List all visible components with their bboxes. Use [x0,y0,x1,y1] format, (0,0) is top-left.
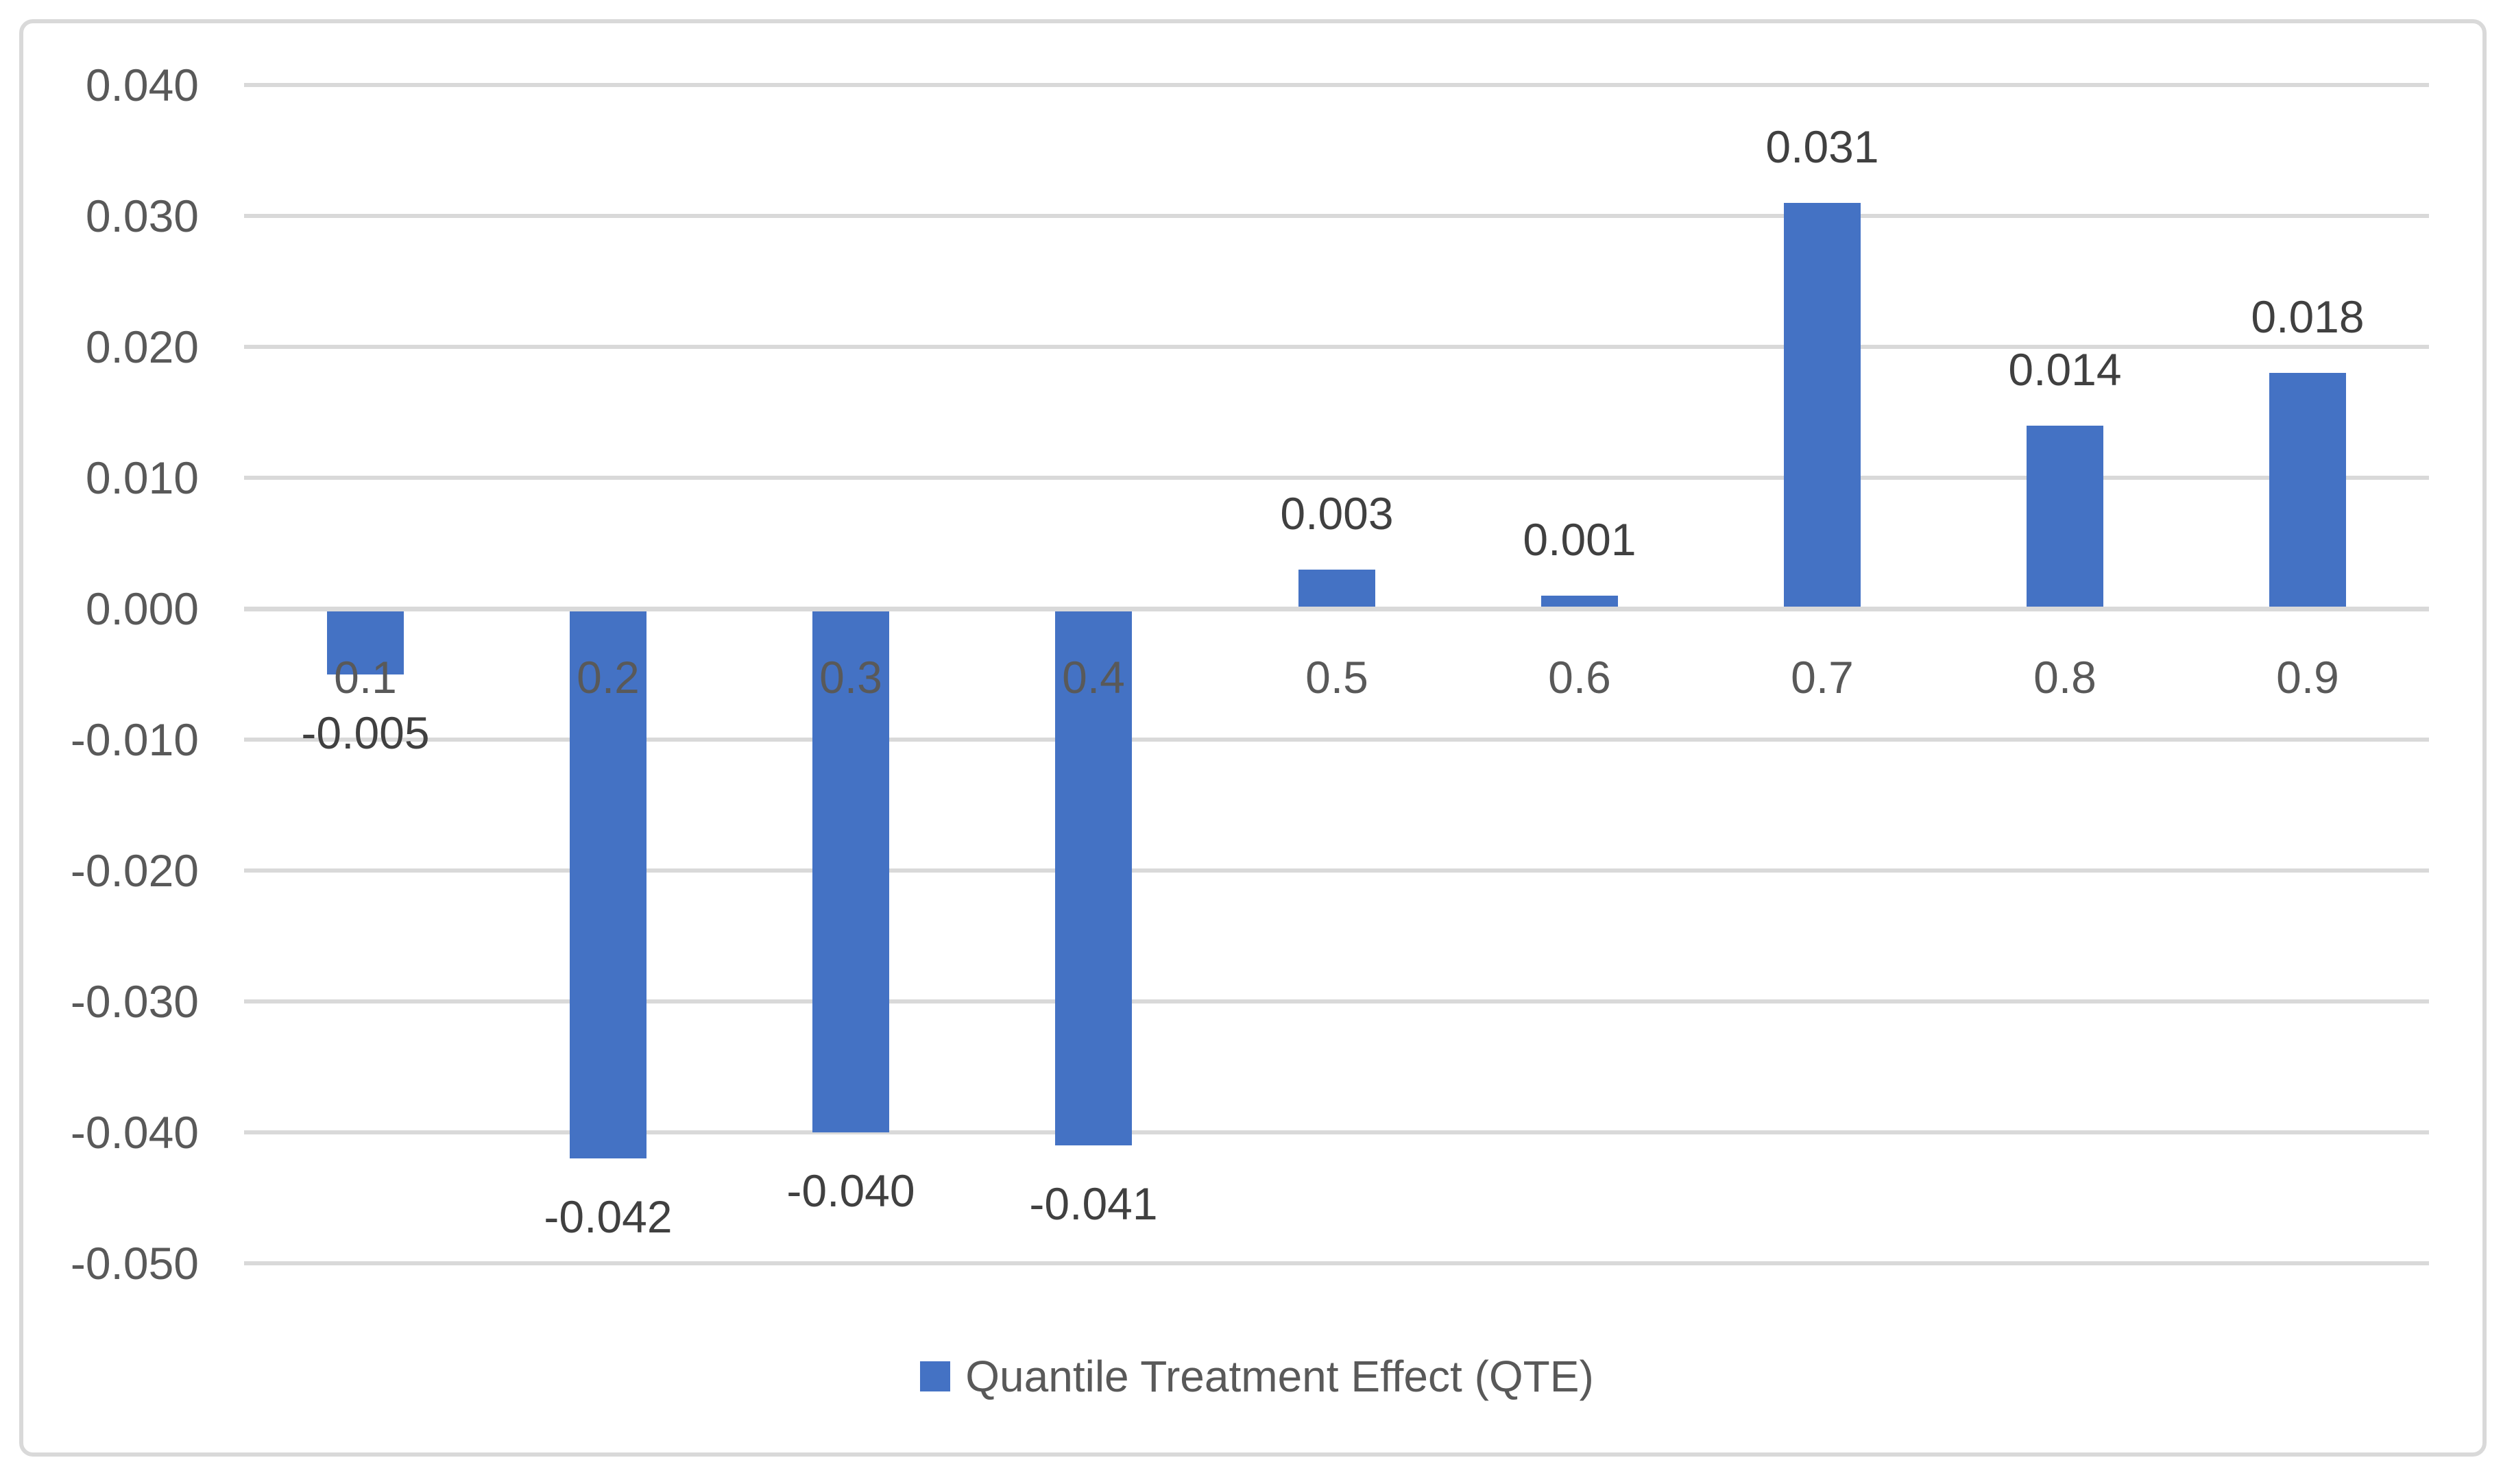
bar-data-label: 0.014 [2008,344,2122,395]
x-category-label: 0.8 [2033,652,2096,703]
y-axis-tick-label: 0.010 [85,452,199,503]
y-axis-tick-label: 0.000 [85,583,199,634]
gridline [244,999,2429,1003]
y-axis-tick-label: -0.010 [70,714,199,765]
bar-quantile-0.5 [1298,570,1375,607]
y-axis-tick-label: -0.030 [70,976,199,1027]
bar-quantile-0.7 [1784,203,1861,607]
gridline [244,214,2429,218]
y-axis-tick-label: -0.020 [70,845,199,896]
bar-quantile-0.1 [327,611,404,674]
bar-data-label: -0.041 [1029,1178,1158,1229]
gridline [244,1261,2429,1265]
gridline [244,345,2429,349]
bar-quantile-0.9 [2269,373,2346,607]
y-axis-tick-label: 0.020 [85,321,199,372]
bar-data-label: 0.003 [1280,488,1394,539]
gridline [244,476,2429,480]
y-axis-tick-label: -0.040 [70,1107,199,1158]
bar-quantile-0.8 [2027,426,2103,607]
bar-data-label: 0.018 [2251,291,2365,342]
y-axis-tick-label: 0.040 [85,60,199,110]
x-category-label: 0.4 [1062,652,1125,703]
x-category-label: 0.1 [334,652,397,703]
bar-data-label: 0.031 [1765,121,1879,172]
x-category-label: 0.2 [577,652,640,703]
gridline [244,83,2429,87]
gridline [244,738,2429,742]
x-category-label: 0.7 [1791,652,1854,703]
zero-gridline [244,607,2429,611]
bar-data-label: -0.042 [544,1191,673,1242]
x-category-label: 0.9 [2276,652,2339,703]
bar-data-label: -0.040 [786,1165,915,1216]
bar-quantile-0.2 [570,611,646,1158]
legend-swatch [920,1361,951,1391]
x-category-label: 0.3 [819,652,882,703]
bar-quantile-0.3 [812,611,889,1132]
x-category-label: 0.5 [1305,652,1368,703]
y-axis-tick-label: -0.050 [70,1238,199,1289]
legend-label: Quantile Treatment Effect (QTE) [965,1352,1594,1401]
x-category-label: 0.6 [1548,652,1611,703]
bar-quantile-0.6 [1541,596,1618,607]
y-axis-tick-label: 0.030 [85,191,199,241]
gridline [244,1130,2429,1134]
bar-data-label: 0.001 [1523,514,1636,565]
bar-data-label: -0.005 [301,707,430,758]
legend: Quantile Treatment Effect (QTE) [0,1352,2514,1401]
gridline [244,868,2429,873]
bar-quantile-0.4 [1055,611,1132,1145]
